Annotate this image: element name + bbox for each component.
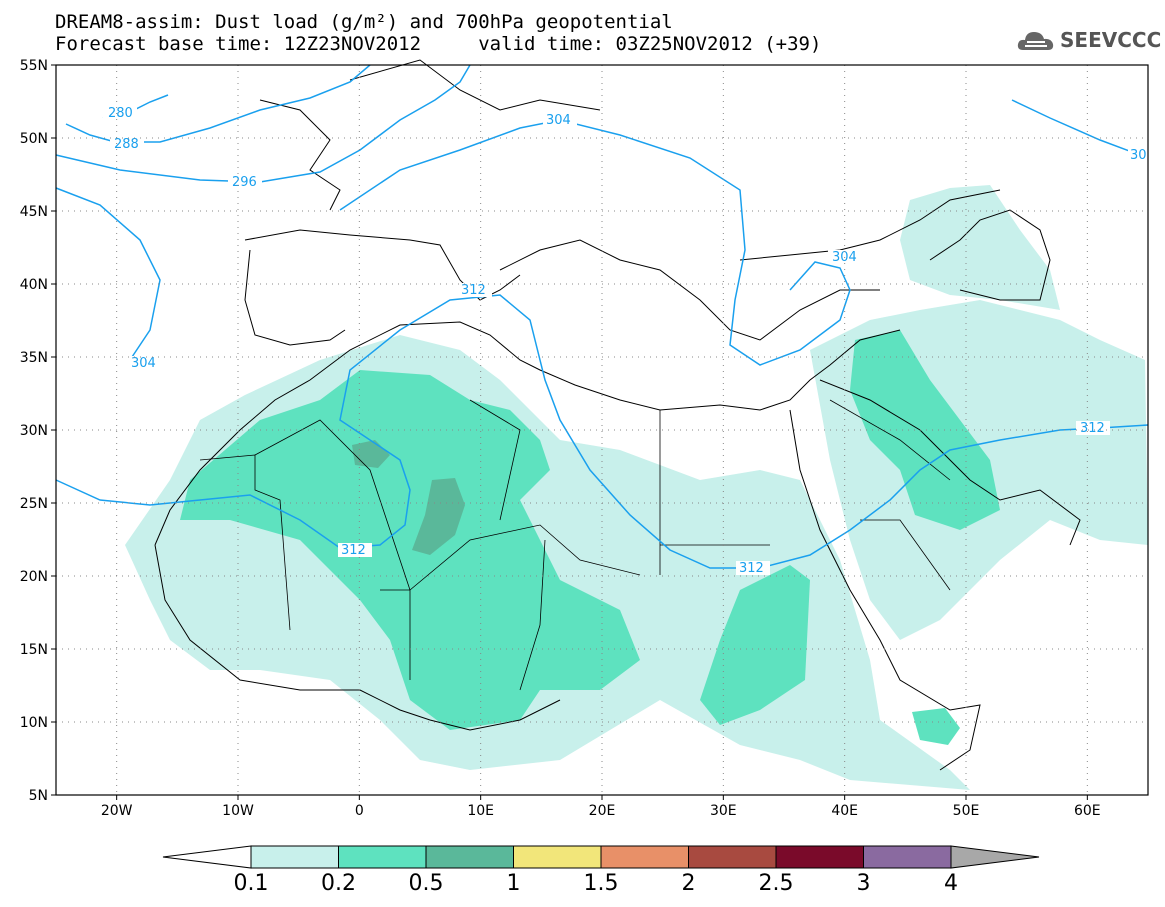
contour-labels: 280 288 296 304 304 304 312 312 312 312 … (103, 105, 1148, 576)
lon-tick-label: 60E (1074, 803, 1101, 819)
lat-tick-label: 15N (20, 642, 48, 658)
contour-label: 30 (1130, 148, 1147, 163)
lat-tick-label: 30N (20, 423, 48, 439)
axis-labels: 55N 50N 45N 40N 35N 30N 25N 20N 15N 10N 5N 20W 10W 0 1… (20, 58, 1101, 819)
legend-swatch (775, 845, 864, 869)
color-legend: 0.1 0.2 0.5 1 1.5 2 2.5 3 4 (162, 845, 1040, 896)
legend-label: 4 (944, 871, 958, 896)
dust-shading (125, 185, 1148, 790)
cloud-logo-icon (1017, 32, 1054, 50)
lon-tick-label: 0 (355, 803, 364, 819)
legend-swatch (863, 845, 952, 869)
contour-label: 288 (114, 137, 139, 152)
lat-tick-label: 55N (20, 58, 48, 74)
lat-tick-label: 20N (20, 569, 48, 585)
lon-tick-label: 10W (222, 803, 254, 819)
lat-tick-label: 10N (20, 715, 48, 731)
legend-swatch (688, 845, 777, 869)
contour-label: 304 (131, 356, 156, 371)
legend-label: 1 (507, 871, 521, 896)
legend-swatch (425, 845, 514, 869)
dust-region-light-caspian (900, 185, 1060, 310)
legend-swatch (513, 845, 602, 869)
geopotential-contours (55, 64, 1149, 569)
legend-label: 0.1 (234, 871, 269, 896)
legend-label: 0.2 (321, 871, 356, 896)
dust-region-medium-somalia (912, 708, 960, 745)
contour-label: 280 (108, 106, 133, 121)
contour-label: 312 (739, 561, 764, 576)
legend-label: 1.5 (584, 871, 619, 896)
lon-tick-label: 50E (953, 803, 980, 819)
lat-tick-label: 40N (20, 277, 48, 293)
legend-arrow-high (950, 845, 1040, 869)
legend-label: 0.5 (409, 871, 444, 896)
legend-swatch (600, 845, 689, 869)
dust-region-dark (412, 478, 465, 555)
lat-tick-label: 50N (20, 131, 48, 147)
contour-label: 304 (546, 113, 571, 128)
lat-tick-label: 35N (20, 350, 48, 366)
contour-label: 296 (232, 175, 257, 190)
contour-label: 312 (461, 283, 486, 298)
contour-label: 312 (341, 543, 366, 558)
legend-label: 2.5 (759, 871, 794, 896)
dust-region-medium (180, 370, 640, 730)
forecast-time-subtitle: Forecast base time: 12Z23NOV2012 valid t… (55, 33, 822, 55)
lon-tick-label: 20E (589, 803, 616, 819)
legend-label: 3 (857, 871, 871, 896)
lat-tick-label: 5N (29, 788, 48, 804)
legend-label: 2 (682, 871, 696, 896)
legend-swatch (250, 845, 339, 869)
country-borders (199, 399, 951, 691)
legend-arrow-low (162, 845, 252, 869)
map-title: DREAM8-assim: Dust load (g/m²) and 700hP… (55, 11, 673, 33)
lat-tick-label: 45N (20, 204, 48, 220)
legend-swatch (338, 845, 427, 869)
lon-tick-label: 30E (710, 803, 737, 819)
lat-tick-label: 25N (20, 496, 48, 512)
coastlines (154, 59, 1081, 771)
logo-text: SEEVCCC (1060, 28, 1162, 52)
contour-label: 312 (1080, 421, 1105, 436)
lon-tick-label: 10E (467, 803, 494, 819)
lon-tick-label: 40E (831, 803, 858, 819)
lon-tick-label: 20W (101, 803, 133, 819)
dust-region-medium-sudan (700, 565, 810, 725)
dust-region-medium-iraq (850, 330, 1000, 530)
